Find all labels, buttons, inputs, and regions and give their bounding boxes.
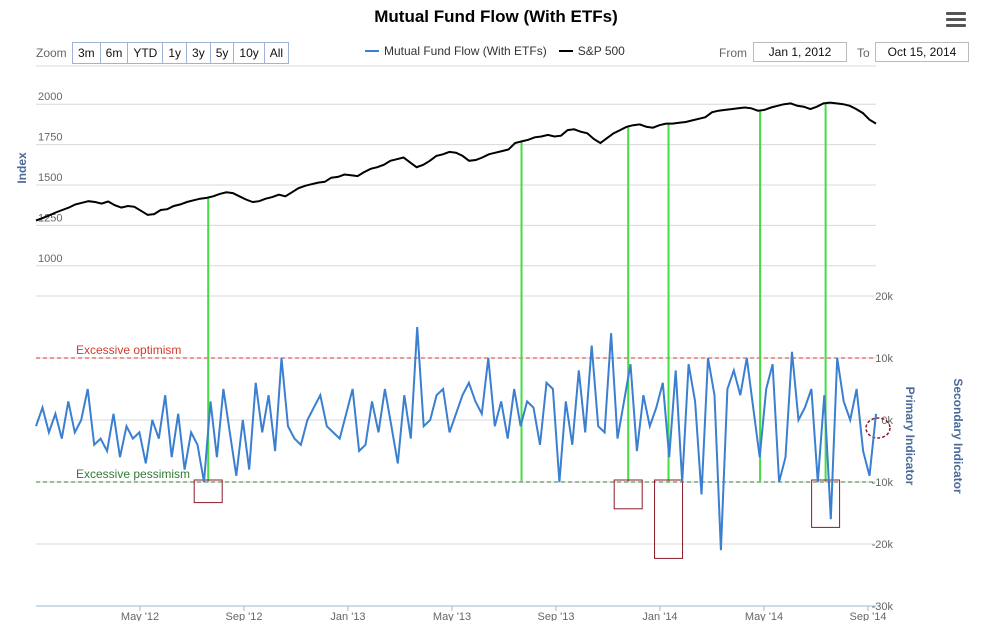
zoom-button-6m[interactable]: 6m bbox=[100, 43, 129, 63]
signal-box bbox=[654, 479, 684, 559]
legend-label-sp500: S&P 500 bbox=[577, 44, 625, 58]
x-tick-label: Sep '13 bbox=[538, 611, 575, 621]
legend-item-sp500[interactable]: S&P 500 bbox=[558, 44, 625, 58]
series-line-sp500 bbox=[35, 101, 877, 222]
legend-line-fund-flow bbox=[365, 50, 379, 52]
x-tick-label: May '13 bbox=[433, 611, 471, 621]
zoom-button-1y[interactable]: 1y bbox=[163, 43, 188, 63]
series-line-fund-flow bbox=[35, 326, 877, 551]
x-tick-label: May '12 bbox=[121, 611, 159, 621]
zoom-button-10y[interactable]: 10y bbox=[234, 43, 265, 63]
x-tick-label: Sep '14 bbox=[850, 611, 887, 621]
x-tick-label: May '14 bbox=[745, 611, 783, 621]
pessimism-label: Excessive pessimism bbox=[76, 467, 190, 481]
upper-y-tick-label: 1750 bbox=[38, 132, 62, 144]
zoom-button-group: 3m 6m YTD 1y 3y 5y 10y All bbox=[72, 42, 290, 64]
zoom-button-5y[interactable]: 5y bbox=[210, 43, 235, 63]
legend-item-fund-flow[interactable]: Mutual Fund Flow (With ETFs) bbox=[365, 44, 547, 58]
zoom-label: Zoom bbox=[36, 46, 67, 60]
chart-title: Mutual Fund Flow (With ETFs) bbox=[374, 7, 618, 26]
x-tick-label: Jan '13 bbox=[330, 611, 365, 621]
x-tick-label: Jan '14 bbox=[642, 611, 677, 621]
upper-y-tick-label: 1250 bbox=[38, 212, 62, 224]
upper-y-tick-label: 1500 bbox=[38, 172, 62, 184]
lower-y-tick-label: -30k bbox=[872, 601, 894, 613]
signal-box bbox=[193, 479, 223, 504]
legend-line-sp500 bbox=[558, 50, 573, 52]
zoom-button-3y[interactable]: 3y bbox=[187, 43, 211, 63]
signal-box bbox=[811, 479, 841, 528]
to-date-input[interactable]: Oct 15, 2014 bbox=[875, 42, 969, 62]
lower-y-tick-label: -10k bbox=[872, 477, 894, 489]
optimism-label: Excessive optimism bbox=[76, 343, 181, 357]
from-date-input[interactable]: Jan 1, 2012 bbox=[753, 42, 847, 62]
chart-legend: Mutual Fund Flow (With ETFs) S&P 500 bbox=[365, 44, 637, 58]
x-tick-label: Sep '12 bbox=[226, 611, 263, 621]
upper-y-tick-label: 1000 bbox=[38, 253, 62, 265]
hamburger-menu-icon[interactable] bbox=[946, 12, 966, 28]
current-signal-circle bbox=[865, 417, 891, 439]
lower-y-tick-label: 20k bbox=[875, 291, 893, 303]
zoom-button-3m[interactable]: 3m bbox=[73, 43, 101, 63]
legend-label-fund-flow: Mutual Fund Flow (With ETFs) bbox=[384, 44, 547, 58]
zoom-button-all[interactable]: All bbox=[264, 43, 289, 63]
upper-y-tick-label: 2000 bbox=[38, 91, 62, 103]
secondary-y-axis-title: Secondary Indicator bbox=[951, 378, 965, 494]
zoom-button-ytd[interactable]: YTD bbox=[128, 43, 164, 63]
lower-y-tick-label: 10k bbox=[875, 353, 893, 365]
upper-y-axis-title: Index bbox=[15, 152, 29, 184]
from-label: From bbox=[719, 46, 747, 60]
lower-y-tick-label: -20k bbox=[872, 539, 894, 551]
to-label: To bbox=[857, 46, 870, 60]
primary-y-axis-title: Primary Indicator bbox=[903, 387, 917, 486]
signal-box bbox=[613, 479, 643, 510]
